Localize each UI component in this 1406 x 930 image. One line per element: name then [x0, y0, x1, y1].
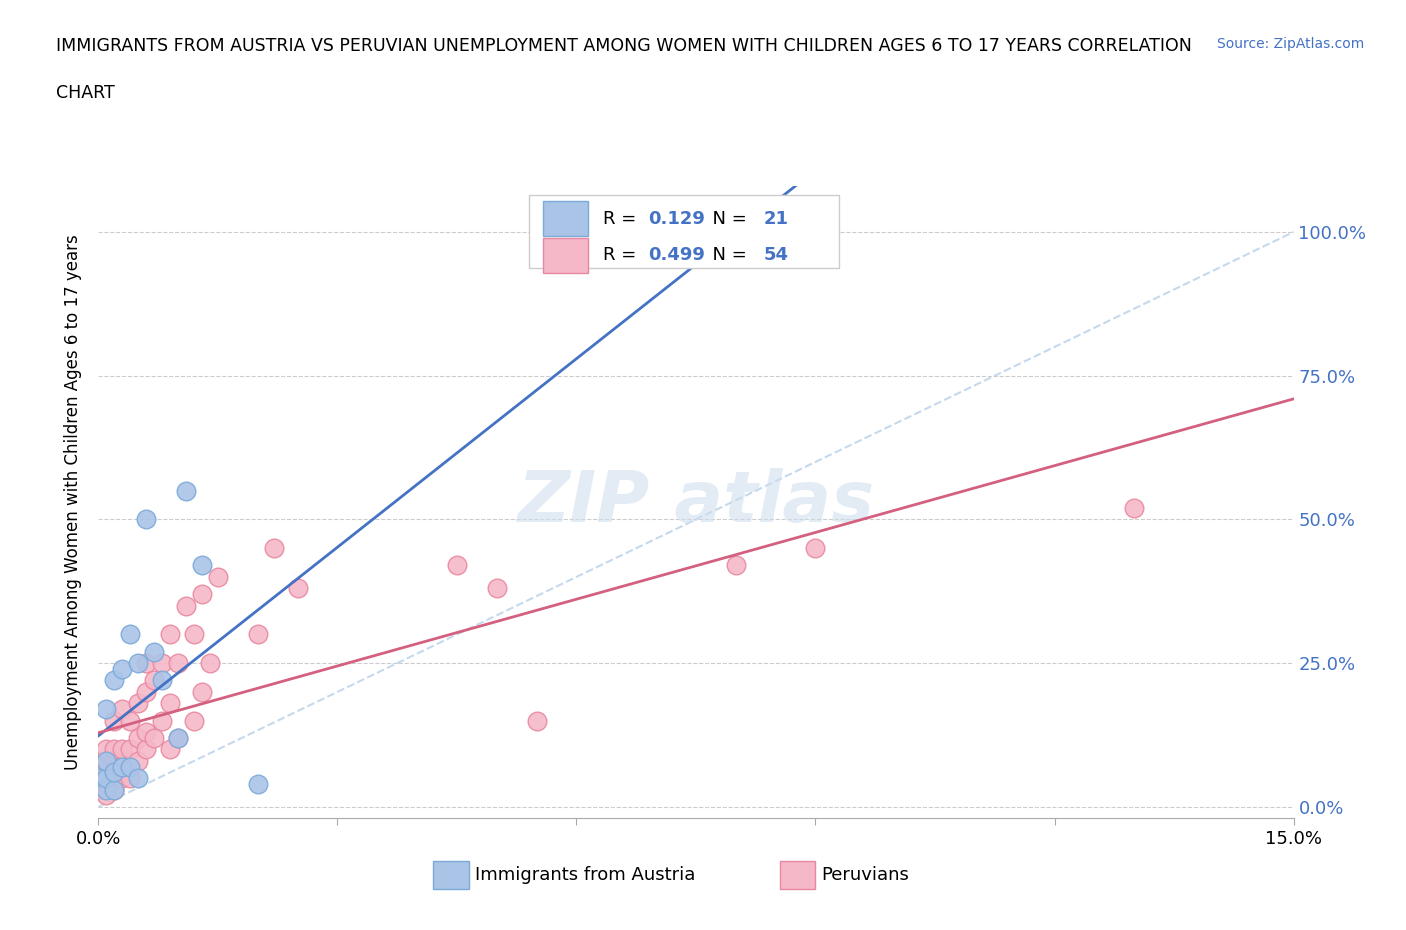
Point [103, 771, 125, 786]
Text: N =: N = [700, 246, 752, 264]
Point [191, 684, 214, 699]
Point [183, 627, 205, 642]
Point [111, 661, 134, 676]
Point [96, 753, 118, 768]
Point [103, 753, 125, 768]
Text: IMMIGRANTS FROM AUSTRIA VS PERUVIAN UNEMPLOYMENT AMONG WOMEN WITH CHILDREN AGES : IMMIGRANTS FROM AUSTRIA VS PERUVIAN UNEM… [56, 37, 1192, 55]
Text: 54: 54 [763, 246, 789, 264]
Point [87, 765, 110, 780]
Point [96, 702, 118, 717]
Point [111, 702, 134, 717]
Point [103, 765, 125, 780]
Point [167, 656, 190, 671]
Point [127, 696, 149, 711]
Point [96, 771, 118, 786]
Point [804, 540, 827, 555]
Point [87, 782, 110, 797]
Text: Immigrants from Austria: Immigrants from Austria [475, 867, 695, 884]
Point [263, 540, 285, 555]
Text: 0.499: 0.499 [648, 246, 704, 264]
Point [135, 742, 157, 757]
Point [103, 742, 125, 757]
Point [96, 782, 118, 797]
Point [724, 558, 747, 573]
Bar [543, 202, 589, 236]
Text: ZIP atlas: ZIP atlas [517, 468, 875, 537]
Point [111, 771, 134, 786]
Point [446, 558, 468, 573]
Point [120, 713, 142, 728]
Point [103, 673, 125, 688]
Point [191, 558, 214, 573]
Bar [543, 238, 589, 272]
Point [87, 771, 110, 786]
Point [120, 627, 142, 642]
Point [526, 713, 548, 728]
Point [120, 759, 142, 774]
Point [246, 777, 269, 791]
Point [485, 581, 508, 596]
FancyBboxPatch shape [529, 195, 839, 268]
Point [103, 782, 125, 797]
Text: Source: ZipAtlas.com: Source: ZipAtlas.com [1216, 37, 1364, 51]
Point [111, 742, 134, 757]
Point [167, 730, 190, 745]
Point [191, 587, 214, 602]
Point [174, 484, 197, 498]
Text: R =: R = [603, 210, 641, 228]
Point [127, 656, 149, 671]
Point [159, 742, 181, 757]
Point [198, 656, 221, 671]
Point [159, 627, 181, 642]
Point [111, 759, 134, 774]
Point [287, 581, 309, 596]
Point [143, 673, 166, 688]
Point [103, 782, 125, 797]
Point [120, 742, 142, 757]
Point [159, 696, 181, 711]
Point [143, 644, 166, 659]
Point [96, 759, 118, 774]
Point [167, 730, 190, 745]
Point [183, 713, 205, 728]
Point [96, 771, 118, 786]
Text: Peruvians: Peruvians [821, 867, 910, 884]
Point [103, 713, 125, 728]
Point [87, 771, 110, 786]
Point [96, 753, 118, 768]
Point [96, 742, 118, 757]
Point [111, 759, 134, 774]
Point [174, 598, 197, 613]
Bar [433, 861, 470, 889]
Point [127, 771, 149, 786]
Point [150, 713, 173, 728]
Point [135, 724, 157, 739]
Point [150, 673, 173, 688]
Point [150, 656, 173, 671]
Text: 0.129: 0.129 [648, 210, 704, 228]
Bar [779, 861, 815, 889]
Point [120, 771, 142, 786]
Point [96, 788, 118, 803]
Point [246, 627, 269, 642]
Text: R =: R = [603, 246, 641, 264]
Point [135, 656, 157, 671]
Text: N =: N = [700, 210, 752, 228]
Y-axis label: Unemployment Among Women with Children Ages 6 to 17 years: Unemployment Among Women with Children A… [65, 234, 83, 770]
Point [127, 730, 149, 745]
Text: 21: 21 [763, 210, 789, 228]
Point [207, 569, 229, 584]
Point [1123, 500, 1146, 515]
Point [143, 730, 166, 745]
Point [127, 753, 149, 768]
Point [96, 777, 118, 791]
Point [135, 512, 157, 527]
Point [87, 753, 110, 768]
Point [135, 684, 157, 699]
Text: CHART: CHART [56, 84, 115, 101]
